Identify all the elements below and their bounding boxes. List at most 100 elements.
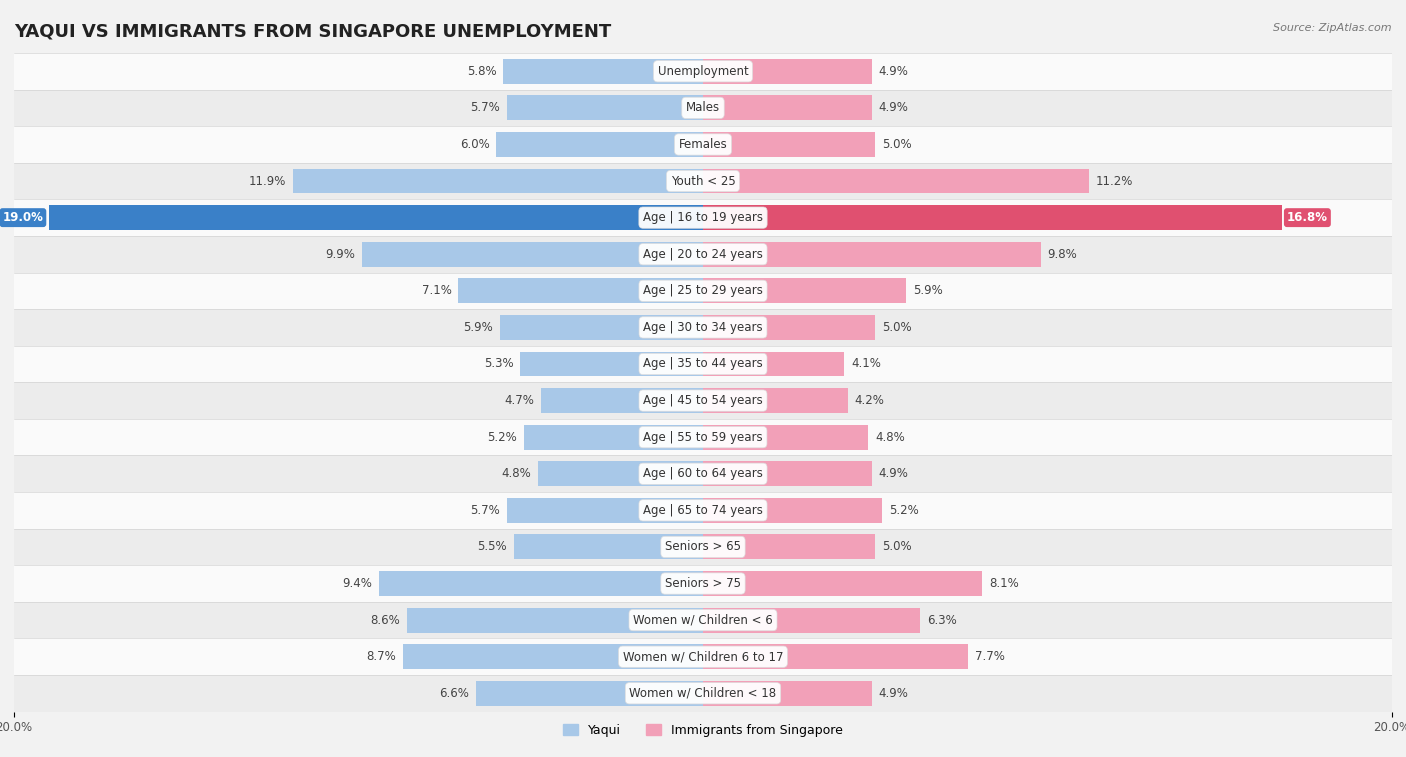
Bar — [14, 528, 1392, 565]
Text: Age | 25 to 29 years: Age | 25 to 29 years — [643, 285, 763, 298]
Bar — [14, 126, 1392, 163]
Text: 5.2%: 5.2% — [488, 431, 517, 444]
Bar — [14, 602, 1392, 638]
Text: 5.5%: 5.5% — [477, 540, 506, 553]
Bar — [506, 95, 703, 120]
Bar — [703, 59, 872, 84]
Text: 4.7%: 4.7% — [505, 394, 534, 407]
Bar — [703, 681, 872, 706]
Bar — [14, 565, 1392, 602]
Text: Age | 45 to 54 years: Age | 45 to 54 years — [643, 394, 763, 407]
Bar — [703, 351, 844, 376]
Text: 4.1%: 4.1% — [851, 357, 882, 370]
Text: 5.7%: 5.7% — [470, 504, 499, 517]
Text: 4.2%: 4.2% — [855, 394, 884, 407]
Text: 4.8%: 4.8% — [875, 431, 905, 444]
Bar — [475, 681, 703, 706]
Text: 9.9%: 9.9% — [325, 248, 356, 260]
Bar — [703, 95, 872, 120]
Text: 4.8%: 4.8% — [501, 467, 531, 480]
Text: Youth < 25: Youth < 25 — [671, 175, 735, 188]
Bar — [14, 273, 1392, 309]
Text: 5.0%: 5.0% — [882, 138, 911, 151]
Text: 5.9%: 5.9% — [463, 321, 494, 334]
Bar — [703, 571, 981, 596]
Bar — [703, 388, 848, 413]
Text: 5.3%: 5.3% — [484, 357, 513, 370]
Bar — [14, 163, 1392, 199]
Bar — [703, 425, 869, 450]
Text: 7.1%: 7.1% — [422, 285, 451, 298]
Text: Seniors > 75: Seniors > 75 — [665, 577, 741, 590]
Text: 9.8%: 9.8% — [1047, 248, 1077, 260]
Bar — [703, 644, 969, 669]
Text: 6.6%: 6.6% — [439, 687, 468, 699]
Text: 5.0%: 5.0% — [882, 321, 911, 334]
Text: 8.7%: 8.7% — [367, 650, 396, 663]
Bar — [406, 608, 703, 633]
Bar — [703, 534, 875, 559]
Bar — [404, 644, 703, 669]
Bar — [703, 279, 907, 304]
Bar — [14, 419, 1392, 456]
Bar — [292, 169, 703, 194]
Text: Age | 60 to 64 years: Age | 60 to 64 years — [643, 467, 763, 480]
Bar — [14, 53, 1392, 89]
Text: Age | 55 to 59 years: Age | 55 to 59 years — [643, 431, 763, 444]
Text: 11.2%: 11.2% — [1095, 175, 1133, 188]
Text: 4.9%: 4.9% — [879, 65, 908, 78]
Text: Age | 65 to 74 years: Age | 65 to 74 years — [643, 504, 763, 517]
Bar — [703, 241, 1040, 266]
Bar — [524, 425, 703, 450]
Text: 8.1%: 8.1% — [988, 577, 1019, 590]
Text: 5.9%: 5.9% — [912, 285, 943, 298]
Text: 5.0%: 5.0% — [882, 540, 911, 553]
Bar — [14, 346, 1392, 382]
Bar — [458, 279, 703, 304]
Text: Women w/ Children 6 to 17: Women w/ Children 6 to 17 — [623, 650, 783, 663]
Bar — [703, 315, 875, 340]
Text: Seniors > 65: Seniors > 65 — [665, 540, 741, 553]
Bar — [14, 236, 1392, 273]
Bar — [703, 498, 882, 523]
Bar — [537, 461, 703, 486]
Bar — [703, 608, 920, 633]
Text: Age | 35 to 44 years: Age | 35 to 44 years — [643, 357, 763, 370]
Text: 9.4%: 9.4% — [343, 577, 373, 590]
Text: 5.8%: 5.8% — [467, 65, 496, 78]
Text: 4.9%: 4.9% — [879, 467, 908, 480]
Text: 4.9%: 4.9% — [879, 687, 908, 699]
Bar — [503, 59, 703, 84]
Text: 16.8%: 16.8% — [1286, 211, 1327, 224]
Text: 5.7%: 5.7% — [470, 101, 499, 114]
Bar — [703, 461, 872, 486]
Text: 6.3%: 6.3% — [927, 614, 956, 627]
Text: 11.9%: 11.9% — [249, 175, 287, 188]
Bar — [703, 132, 875, 157]
Bar — [14, 199, 1392, 236]
Bar — [14, 456, 1392, 492]
Bar — [361, 241, 703, 266]
Text: Women w/ Children < 18: Women w/ Children < 18 — [630, 687, 776, 699]
Bar — [703, 205, 1282, 230]
Bar — [14, 309, 1392, 346]
Bar — [520, 351, 703, 376]
Text: Age | 20 to 24 years: Age | 20 to 24 years — [643, 248, 763, 260]
Bar — [541, 388, 703, 413]
Text: Females: Females — [679, 138, 727, 151]
Bar — [703, 169, 1088, 194]
Text: Males: Males — [686, 101, 720, 114]
Text: Women w/ Children < 6: Women w/ Children < 6 — [633, 614, 773, 627]
Text: Age | 30 to 34 years: Age | 30 to 34 years — [643, 321, 763, 334]
Bar — [499, 315, 703, 340]
Text: 7.7%: 7.7% — [976, 650, 1005, 663]
Bar — [14, 382, 1392, 419]
Legend: Yaqui, Immigrants from Singapore: Yaqui, Immigrants from Singapore — [558, 718, 848, 742]
Text: Source: ZipAtlas.com: Source: ZipAtlas.com — [1274, 23, 1392, 33]
Text: 5.2%: 5.2% — [889, 504, 918, 517]
Bar — [48, 205, 703, 230]
Text: Age | 16 to 19 years: Age | 16 to 19 years — [643, 211, 763, 224]
Text: Unemployment: Unemployment — [658, 65, 748, 78]
Text: YAQUI VS IMMIGRANTS FROM SINGAPORE UNEMPLOYMENT: YAQUI VS IMMIGRANTS FROM SINGAPORE UNEMP… — [14, 23, 612, 41]
Text: 8.6%: 8.6% — [370, 614, 399, 627]
